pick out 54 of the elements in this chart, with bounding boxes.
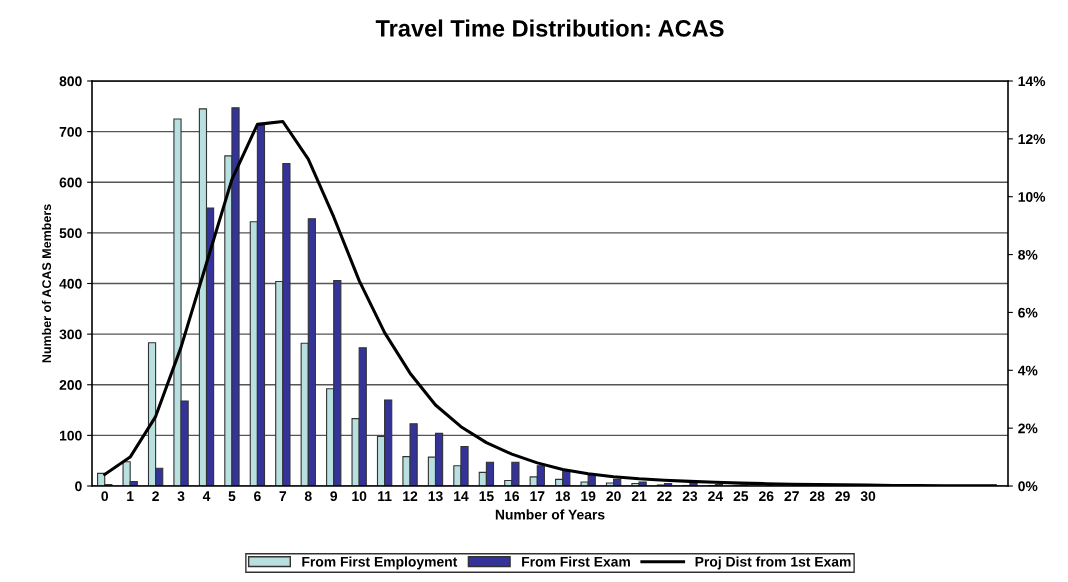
x-tick-label: 30 xyxy=(860,491,876,502)
y2-tick-label: 8% xyxy=(1018,249,1038,260)
legend-label: Proj Dist from 1st Exam xyxy=(695,556,851,570)
y-tick-label: 500 xyxy=(59,228,82,239)
x-tick-label: 0 xyxy=(101,491,109,502)
y-tick-label: 300 xyxy=(59,329,82,340)
x-tick-label: 15 xyxy=(479,491,494,502)
y-tick-label: 800 xyxy=(59,76,82,87)
x-tick-label: 25 xyxy=(733,491,749,502)
y2-tick-label: 0% xyxy=(1018,481,1038,492)
x-tick-label: 23 xyxy=(682,491,698,502)
x-tick-label: 18 xyxy=(555,491,571,502)
y2-tick-label: 14% xyxy=(1018,76,1046,87)
y-tick-label: 400 xyxy=(59,278,82,289)
x-tick-label: 22 xyxy=(657,491,672,501)
x-tick-label: 7 xyxy=(279,491,287,501)
x-tick-label: 5 xyxy=(228,491,236,502)
y-tick-label: 600 xyxy=(59,177,82,188)
x-tick-label: 10 xyxy=(352,491,367,502)
x-axis-title: Number of Years xyxy=(495,509,605,520)
x-tick-label: 3 xyxy=(177,491,185,502)
chart-title: Travel Time Distribution: ACAS xyxy=(375,19,724,37)
y-tick-label: 200 xyxy=(59,380,82,390)
x-tick-label: 13 xyxy=(428,491,443,502)
x-tick-label: 4 xyxy=(202,491,211,501)
y-axis-title: Number of ACAS Members xyxy=(41,204,52,363)
x-tick-label: 9 xyxy=(330,491,338,502)
y2-tick-label: 6% xyxy=(1018,307,1038,318)
x-tick-label: 1 xyxy=(127,491,134,501)
y2-tick-label: 4% xyxy=(1017,365,1038,376)
x-tick-label: 16 xyxy=(504,491,520,502)
x-tick-label: 28 xyxy=(809,491,825,502)
legend-label: From First Exam xyxy=(522,556,630,567)
y2-tick-label: 12% xyxy=(1018,134,1046,144)
x-tick-label: 14 xyxy=(454,491,469,501)
x-tick-label: 11 xyxy=(378,491,392,501)
y-tick-label: 700 xyxy=(59,126,82,137)
y2-tick-label: 2% xyxy=(1018,423,1038,434)
x-tick-label: 20 xyxy=(606,491,621,502)
x-tick-label: 19 xyxy=(581,491,596,502)
x-tick-label: 17 xyxy=(530,491,545,501)
x-tick-label: 8 xyxy=(304,491,312,502)
x-tick-label: 12 xyxy=(403,491,418,501)
x-tick-label: 24 xyxy=(708,491,724,501)
x-tick-label: 21 xyxy=(631,491,647,501)
x-tick-label: 6 xyxy=(254,491,261,502)
y-tick-label: 0 xyxy=(75,481,82,492)
x-tick-label: 26 xyxy=(759,491,774,502)
x-tick-label: 29 xyxy=(835,491,850,502)
y-tick-label: 100 xyxy=(59,430,82,441)
legend-label: From First Employment xyxy=(302,556,458,570)
x-tick-label: 27 xyxy=(784,491,799,501)
y2-tick-label: 10% xyxy=(1018,192,1046,202)
x-tick-label: 2 xyxy=(152,491,159,501)
